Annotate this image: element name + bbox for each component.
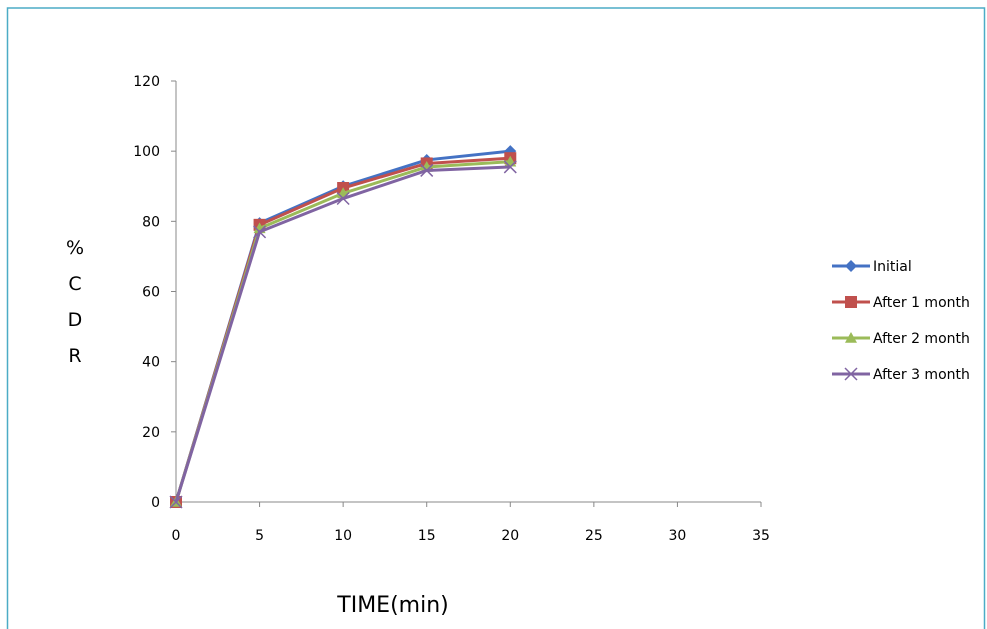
- x-tick-label: 25: [585, 528, 603, 544]
- x-tick-label: 0: [172, 528, 181, 544]
- series-after-2-month: [170, 155, 517, 507]
- legend-label: After 3 month: [873, 367, 970, 383]
- x-axis-title: TIME(min): [336, 593, 448, 618]
- data-point: [169, 495, 183, 509]
- series-line: [174, 149, 511, 503]
- y-axis-title-char: %: [66, 237, 84, 259]
- y-ticks: 0 20 40 60 80 100 120: [133, 74, 176, 511]
- legend-marker: [845, 296, 857, 308]
- y-axis-title-char: C: [68, 273, 81, 295]
- axes: [175, 81, 761, 503]
- series-after-3-month: [169, 160, 517, 509]
- legend-label: After 2 month: [873, 331, 970, 347]
- y-axis-title-char: R: [68, 345, 81, 367]
- y-tick-label: 20: [142, 425, 160, 441]
- legend-marker: [845, 260, 857, 272]
- legend: Initial After 1 month After 2 month After 3…: [832, 259, 970, 383]
- data-point: [336, 191, 350, 206]
- x-tick-label: 5: [255, 528, 264, 544]
- legend-label: After 1 month: [873, 295, 970, 311]
- y-axis-title-char: D: [68, 309, 83, 331]
- y-axis-title: % CDR: [66, 237, 84, 367]
- legend-item: Initial: [832, 259, 912, 275]
- series-group: [169, 145, 517, 509]
- outer-frame: [6, 7, 986, 629]
- legend-item: After 3 month: [832, 367, 970, 383]
- legend-marker: [845, 332, 857, 343]
- data-point: [253, 225, 267, 239]
- y-tick-label: 80: [142, 214, 160, 230]
- legend-item: After 1 month: [832, 295, 970, 311]
- y-tick-label: 60: [142, 285, 160, 301]
- legend-marker: [844, 367, 858, 381]
- y-tick-label: 40: [142, 355, 160, 371]
- series-after-1-month: [170, 152, 517, 508]
- x-tick-label: 35: [752, 528, 770, 544]
- y-tick-label: 120: [133, 74, 160, 90]
- x-tick-label: 20: [501, 528, 519, 544]
- x-tick-label: 10: [334, 528, 352, 544]
- x-tick-label: 30: [669, 528, 687, 544]
- data-point: [420, 163, 434, 177]
- legend-item: After 2 month: [832, 331, 970, 347]
- x-ticks: 0 5 10 15 20 25 30 35: [172, 502, 770, 544]
- x-tick-label: 15: [418, 528, 436, 544]
- legend-label: Initial: [873, 259, 912, 275]
- y-tick-label: 0: [151, 495, 160, 511]
- y-tick-label: 100: [133, 144, 160, 160]
- data-point: [503, 160, 517, 174]
